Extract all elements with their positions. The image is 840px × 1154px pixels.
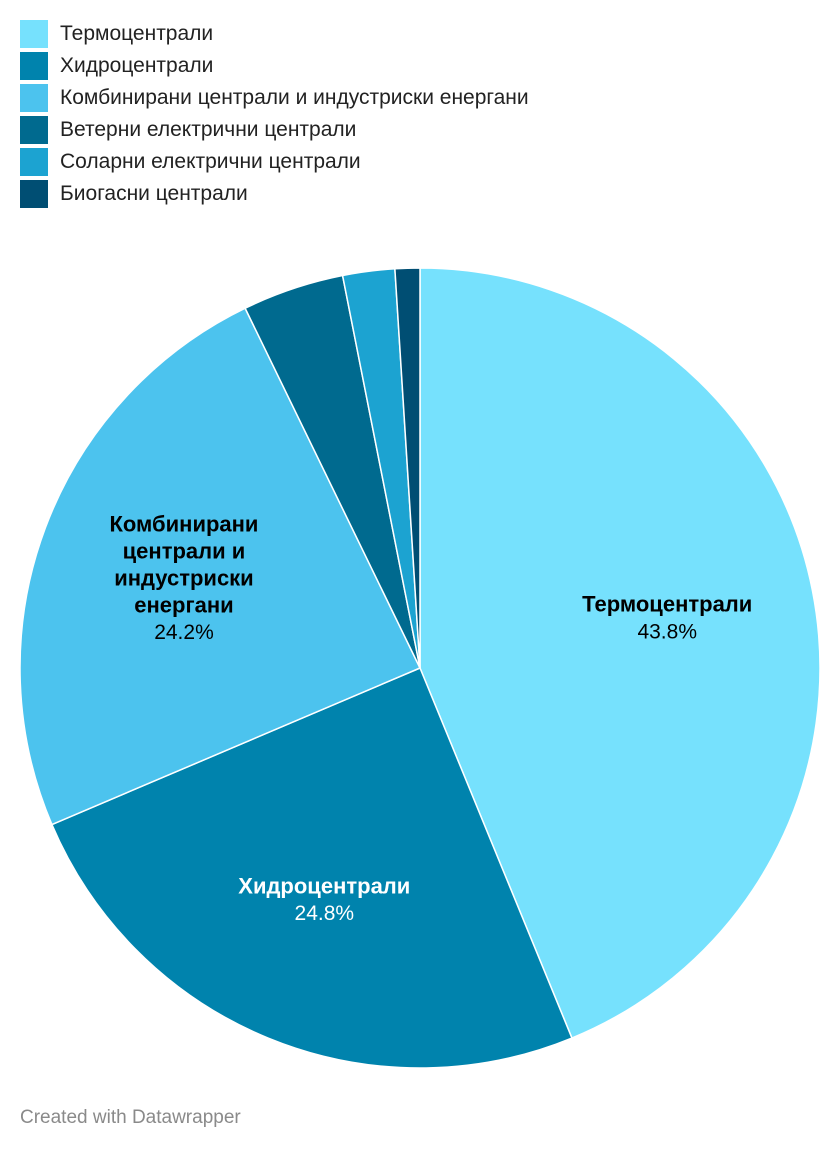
slice-label-name: Комбинирани [109,511,258,536]
legend-item: Комбинирани централи и индустриски енерг… [20,82,529,114]
slice-label-name: индустриски [114,565,253,590]
legend-item: Ветерни електрични централи [20,114,529,146]
legend-label: Биогасни централи [60,182,248,205]
legend-item: Соларни електрични централи [20,146,529,178]
legend-swatch [20,116,48,144]
legend-swatch [20,180,48,208]
slice-label-value: 24.8% [295,902,355,925]
legend-item: Биогасни централи [20,178,529,210]
slice-label-name: Хидроцентрали [238,873,410,898]
legend-label: Термоцентрали [60,22,214,45]
slice-label: Хидроцентрали 24.8% [238,873,410,925]
legend-swatch [20,52,48,80]
legend-swatch [20,148,48,176]
slice-label-value: 43.8% [637,620,697,643]
pie-slice [394,267,421,669]
legend-label: Ветерни електрични централи [60,118,357,141]
slice-label-value: 24.2% [154,621,214,644]
pie-slice [419,267,821,1039]
legend-item: Термоцентрали [20,18,529,50]
slice-label-name: енергани [134,592,233,617]
legend-item: Хидроцентрали [20,50,529,82]
slice-label: Термоцентрали 43.8% [582,592,752,644]
legend-label: Комбинирани централи и индустриски енерг… [60,86,529,109]
legend-swatch [20,20,48,48]
pie-slice [19,307,421,826]
slice-label-name: централи и [123,538,246,563]
legend-label: Соларни електрични централи [60,150,361,173]
legend-swatch [20,84,48,112]
pie-slice [51,667,573,1069]
chart-legend: Термоцентрали Хидроцентрали Комбинирани це… [20,18,529,210]
legend-label: Хидроцентрали [60,54,214,77]
slice-label-name: Термоцентрали [582,592,752,617]
credit-text: Created with Datawrapper [20,1107,241,1128]
